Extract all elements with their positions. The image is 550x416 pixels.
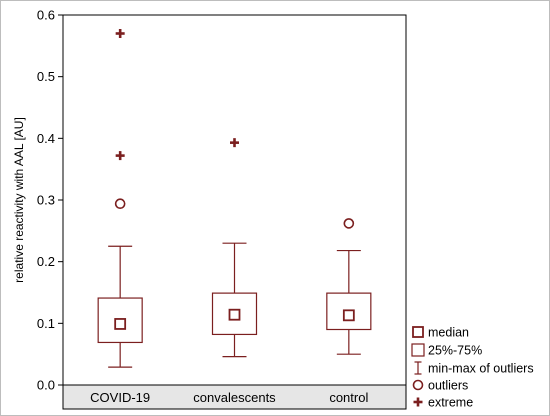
extreme-point — [115, 29, 125, 38]
x-category-label: control — [329, 390, 368, 405]
category-band — [62, 384, 407, 410]
box-iqr — [97, 297, 143, 344]
legend-extreme-icon — [413, 397, 423, 407]
median-marker — [114, 318, 127, 330]
legend-label: median — [428, 326, 469, 340]
y-tick-label: 0.4 — [37, 131, 55, 146]
y-tick-label: 0.3 — [37, 193, 55, 208]
legend-label: outliers — [428, 379, 468, 393]
legend-label: extreme — [428, 396, 473, 410]
y-tick-label: 0.6 — [37, 8, 55, 23]
legend-label: 25%-75% — [428, 344, 482, 358]
box-iqr — [326, 292, 372, 331]
legend-label: min-max of outliers — [428, 362, 534, 376]
extreme-point — [230, 138, 239, 148]
y-tick-label: 0.1 — [37, 316, 55, 331]
legend-median-icon — [412, 326, 424, 338]
outlier-point — [114, 198, 126, 209]
y-tick-label: 0.0 — [37, 378, 55, 393]
median-marker — [228, 308, 241, 321]
y-axis-title: relative reactivity with AAL [AU] — [12, 117, 26, 283]
median-marker — [342, 309, 355, 322]
legend-outlier-icon — [412, 379, 424, 391]
legend-box-icon — [411, 343, 425, 357]
extreme-point — [115, 151, 125, 161]
y-tick-label: 0.5 — [37, 69, 55, 84]
x-category-label: COVID-19 — [90, 390, 150, 405]
x-category-label: convalescents — [193, 390, 276, 405]
box-iqr — [211, 292, 258, 336]
y-tick-label: 0.2 — [37, 254, 55, 269]
plot-area — [62, 14, 407, 386]
outlier-point — [343, 218, 355, 229]
